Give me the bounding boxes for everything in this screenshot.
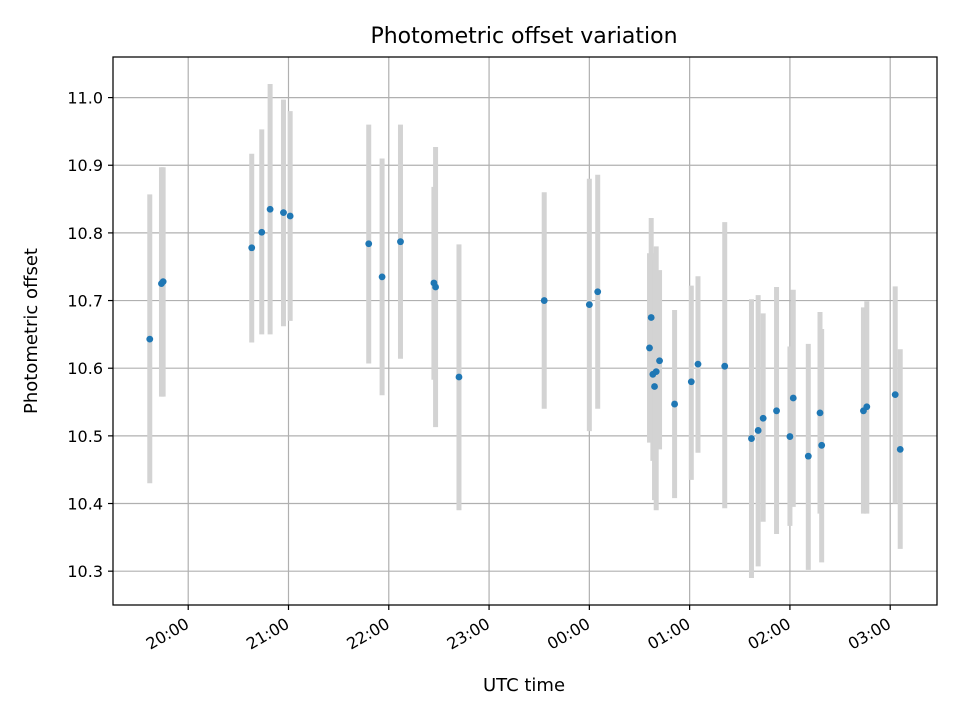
data-point [721, 362, 729, 370]
data-point [432, 283, 439, 291]
data-point [652, 368, 660, 375]
x-tick-label: 22:00 [343, 614, 392, 654]
data-point [258, 228, 266, 236]
y-tick-label: 11.0 [67, 89, 103, 108]
data-point [818, 441, 826, 449]
data-point [804, 452, 812, 460]
chart-title: Photometric offset variation [370, 24, 677, 49]
data-point [159, 278, 167, 286]
grid [113, 57, 937, 605]
plot-frame [112, 56, 938, 606]
data-point [647, 314, 655, 321]
x-tick-label: 23:00 [444, 614, 493, 654]
data-point [759, 414, 767, 422]
data-point [694, 360, 702, 368]
data-point [671, 400, 678, 408]
data-point [280, 209, 287, 217]
data-point [540, 297, 548, 304]
y-tick-label: 10.7 [67, 292, 103, 311]
data-point [816, 409, 824, 417]
y-tick-label: 10.6 [67, 359, 103, 378]
data-point [646, 344, 653, 352]
x-tick-label: 03:00 [845, 614, 894, 654]
x-tick-label: 01:00 [644, 614, 693, 654]
data-point [248, 244, 256, 252]
data-point [891, 391, 899, 398]
y-tick-label: 10.5 [67, 427, 103, 446]
data-point [773, 407, 780, 415]
data-point [896, 445, 904, 453]
x-tick-label: 21:00 [243, 614, 292, 654]
data-point [786, 433, 794, 440]
data-point [863, 403, 871, 411]
y-tick-label: 10.9 [67, 156, 103, 175]
data-point [378, 273, 386, 281]
data-point [754, 427, 762, 434]
y-axis: 10.3 10.4 10.5 10.6 10.7 10.8 10.9 11.0 [67, 89, 113, 581]
data-point [687, 378, 695, 386]
data-point [656, 357, 663, 365]
x-axis: 20:00 21:00 22:00 23:00 00:00 01:00 02:00 03:00 [143, 605, 894, 654]
y-tick-label: 10.8 [67, 224, 103, 243]
data-point [146, 335, 154, 343]
data-point [594, 288, 602, 296]
x-tick-label: 00:00 [544, 614, 593, 654]
data-point [365, 240, 373, 248]
x-tick-label: 02:00 [744, 614, 793, 654]
x-axis-label: UTC time [483, 675, 565, 696]
data-point [266, 205, 274, 213]
y-axis-label: Photometric offset [21, 248, 42, 414]
x-tick-label: 20:00 [143, 614, 192, 654]
data-point [651, 383, 658, 390]
data-point [455, 373, 463, 381]
data-point [748, 435, 755, 442]
data-point [286, 212, 294, 220]
y-tick-label: 10.3 [67, 562, 103, 581]
y-tick-label: 10.4 [67, 495, 103, 514]
data-point [397, 238, 404, 246]
data-point [789, 394, 797, 402]
data-point [585, 301, 593, 309]
data-points [146, 205, 904, 460]
